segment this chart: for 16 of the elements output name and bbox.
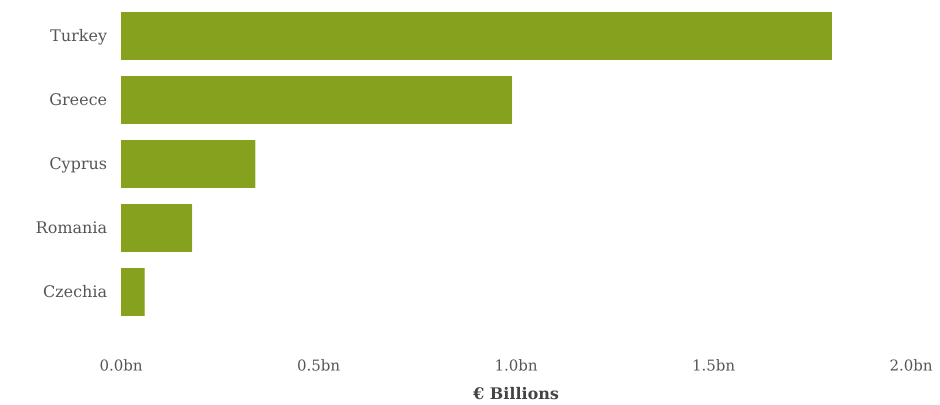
x-axis-title: € Billions [472,384,559,403]
y-tick-label: Romania [36,218,108,238]
x-tick-label: 1.5bn [692,356,736,375]
x-tick-label: 0.0bn [99,356,143,375]
y-tick-label: Czechia [42,282,108,302]
x-tick-label: 2.0bn [889,356,933,375]
bar [121,268,145,316]
bar [121,12,832,60]
y-tick-label: Greece [49,90,107,110]
x-tick-label: 1.0bn [494,356,538,375]
bar [121,76,512,124]
bar [121,140,256,188]
bar [121,204,192,252]
x-tick-label: 0.5bn [296,356,340,375]
y-tick-label: Cyprus [49,154,107,174]
y-tick-label: Turkey [50,26,107,46]
